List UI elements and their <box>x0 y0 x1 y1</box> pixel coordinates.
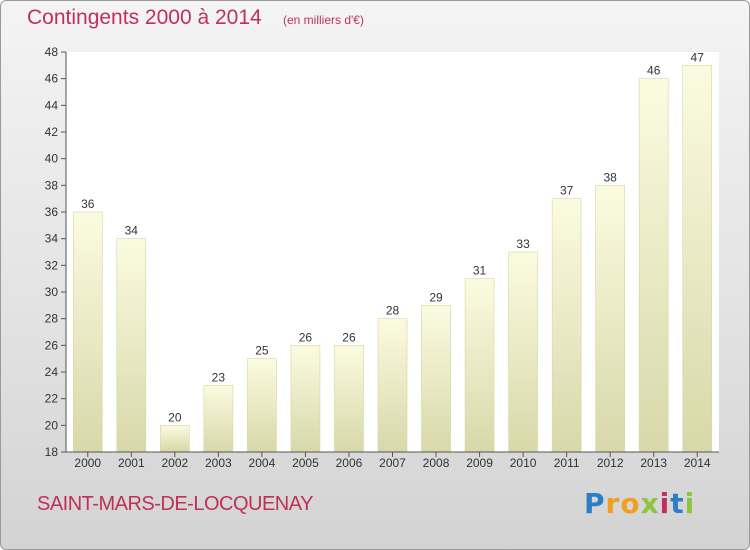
y-tick-label: 30 <box>45 285 59 299</box>
bar-value-label: 20 <box>168 410 182 424</box>
bar <box>421 305 451 453</box>
bar-value-label: 34 <box>125 224 139 238</box>
y-tick-label: 26 <box>45 338 59 352</box>
bar <box>595 185 625 453</box>
brand-logo: Proxiti <box>584 487 695 520</box>
x-tick-label: 2006 <box>336 456 363 470</box>
bar-value-label: 31 <box>473 264 487 278</box>
x-tick-label: 2011 <box>554 456 580 470</box>
bar-value-label: 33 <box>516 237 530 251</box>
bar <box>508 251 538 453</box>
y-tick-label: 42 <box>45 125 59 139</box>
bar <box>72 211 103 453</box>
x-tick-label: 2008 <box>423 456 450 470</box>
brand-letter: r <box>605 487 621 520</box>
x-tick-label: 2012 <box>597 456 624 470</box>
y-tick-label: 32 <box>45 258 59 272</box>
x-tick-label: 2007 <box>379 456 406 470</box>
bar <box>334 345 364 453</box>
chart-title: Contingents 2000 à 2014 <box>27 6 262 29</box>
brand-letter: o <box>620 487 641 520</box>
bar-value-label: 28 <box>386 304 400 318</box>
commune-name: SAINT-MARS-DE-LOCQUENAY <box>37 493 313 515</box>
brand-letter: i <box>684 487 696 520</box>
y-tick-label: 44 <box>45 98 59 112</box>
y-tick-label: 46 <box>45 72 59 86</box>
bar <box>160 425 190 453</box>
bar-value-label: 26 <box>342 330 356 344</box>
y-tick-label: 28 <box>45 312 59 326</box>
bar-value-label: 37 <box>560 184 574 198</box>
bar-value-label: 23 <box>212 370 226 384</box>
brand-letter: t <box>670 487 685 520</box>
x-tick-label: 2010 <box>510 456 537 470</box>
bar-value-label: 36 <box>81 197 95 211</box>
brand-letter: x <box>640 487 660 520</box>
bar <box>116 238 147 453</box>
x-tick-label: 2003 <box>205 456 232 470</box>
bar-value-label: 38 <box>603 170 617 184</box>
y-tick-label: 36 <box>45 205 59 219</box>
bar <box>638 78 669 453</box>
bar-value-label: 29 <box>429 290 443 304</box>
y-tick-label: 34 <box>45 232 59 246</box>
x-tick-label: 2014 <box>684 456 711 470</box>
y-tick-label: 20 <box>45 418 59 432</box>
chart-subtitle: (en milliers d'€) <box>283 13 364 27</box>
y-tick-label: 40 <box>45 152 59 166</box>
x-tick-label: 2013 <box>640 456 667 470</box>
y-tick-label: 18 <box>45 445 59 459</box>
bar <box>377 318 408 453</box>
bar <box>247 358 277 453</box>
x-tick-label: 2005 <box>292 456 319 470</box>
bar-value-label: 47 <box>691 50 705 64</box>
brand-letter: i <box>659 487 671 520</box>
bar <box>464 278 495 453</box>
y-tick-label: 24 <box>45 365 59 379</box>
x-tick-label: 2001 <box>118 456 145 470</box>
bar <box>203 385 234 453</box>
bar-value-label: 25 <box>255 344 269 358</box>
bar <box>290 345 321 453</box>
bar <box>551 198 582 453</box>
y-tick-label: 48 <box>45 45 59 59</box>
bar <box>682 65 713 453</box>
x-tick-label: 2004 <box>249 456 276 470</box>
brand-letter: P <box>584 487 606 520</box>
y-tick-label: 38 <box>45 178 59 192</box>
x-tick-label: 2009 <box>466 456 493 470</box>
y-tick-label: 22 <box>45 392 59 406</box>
x-tick-label: 2000 <box>74 456 101 470</box>
bar-value-label: 26 <box>299 330 313 344</box>
x-tick-label: 2002 <box>161 456 188 470</box>
bar-value-label: 46 <box>647 64 661 78</box>
